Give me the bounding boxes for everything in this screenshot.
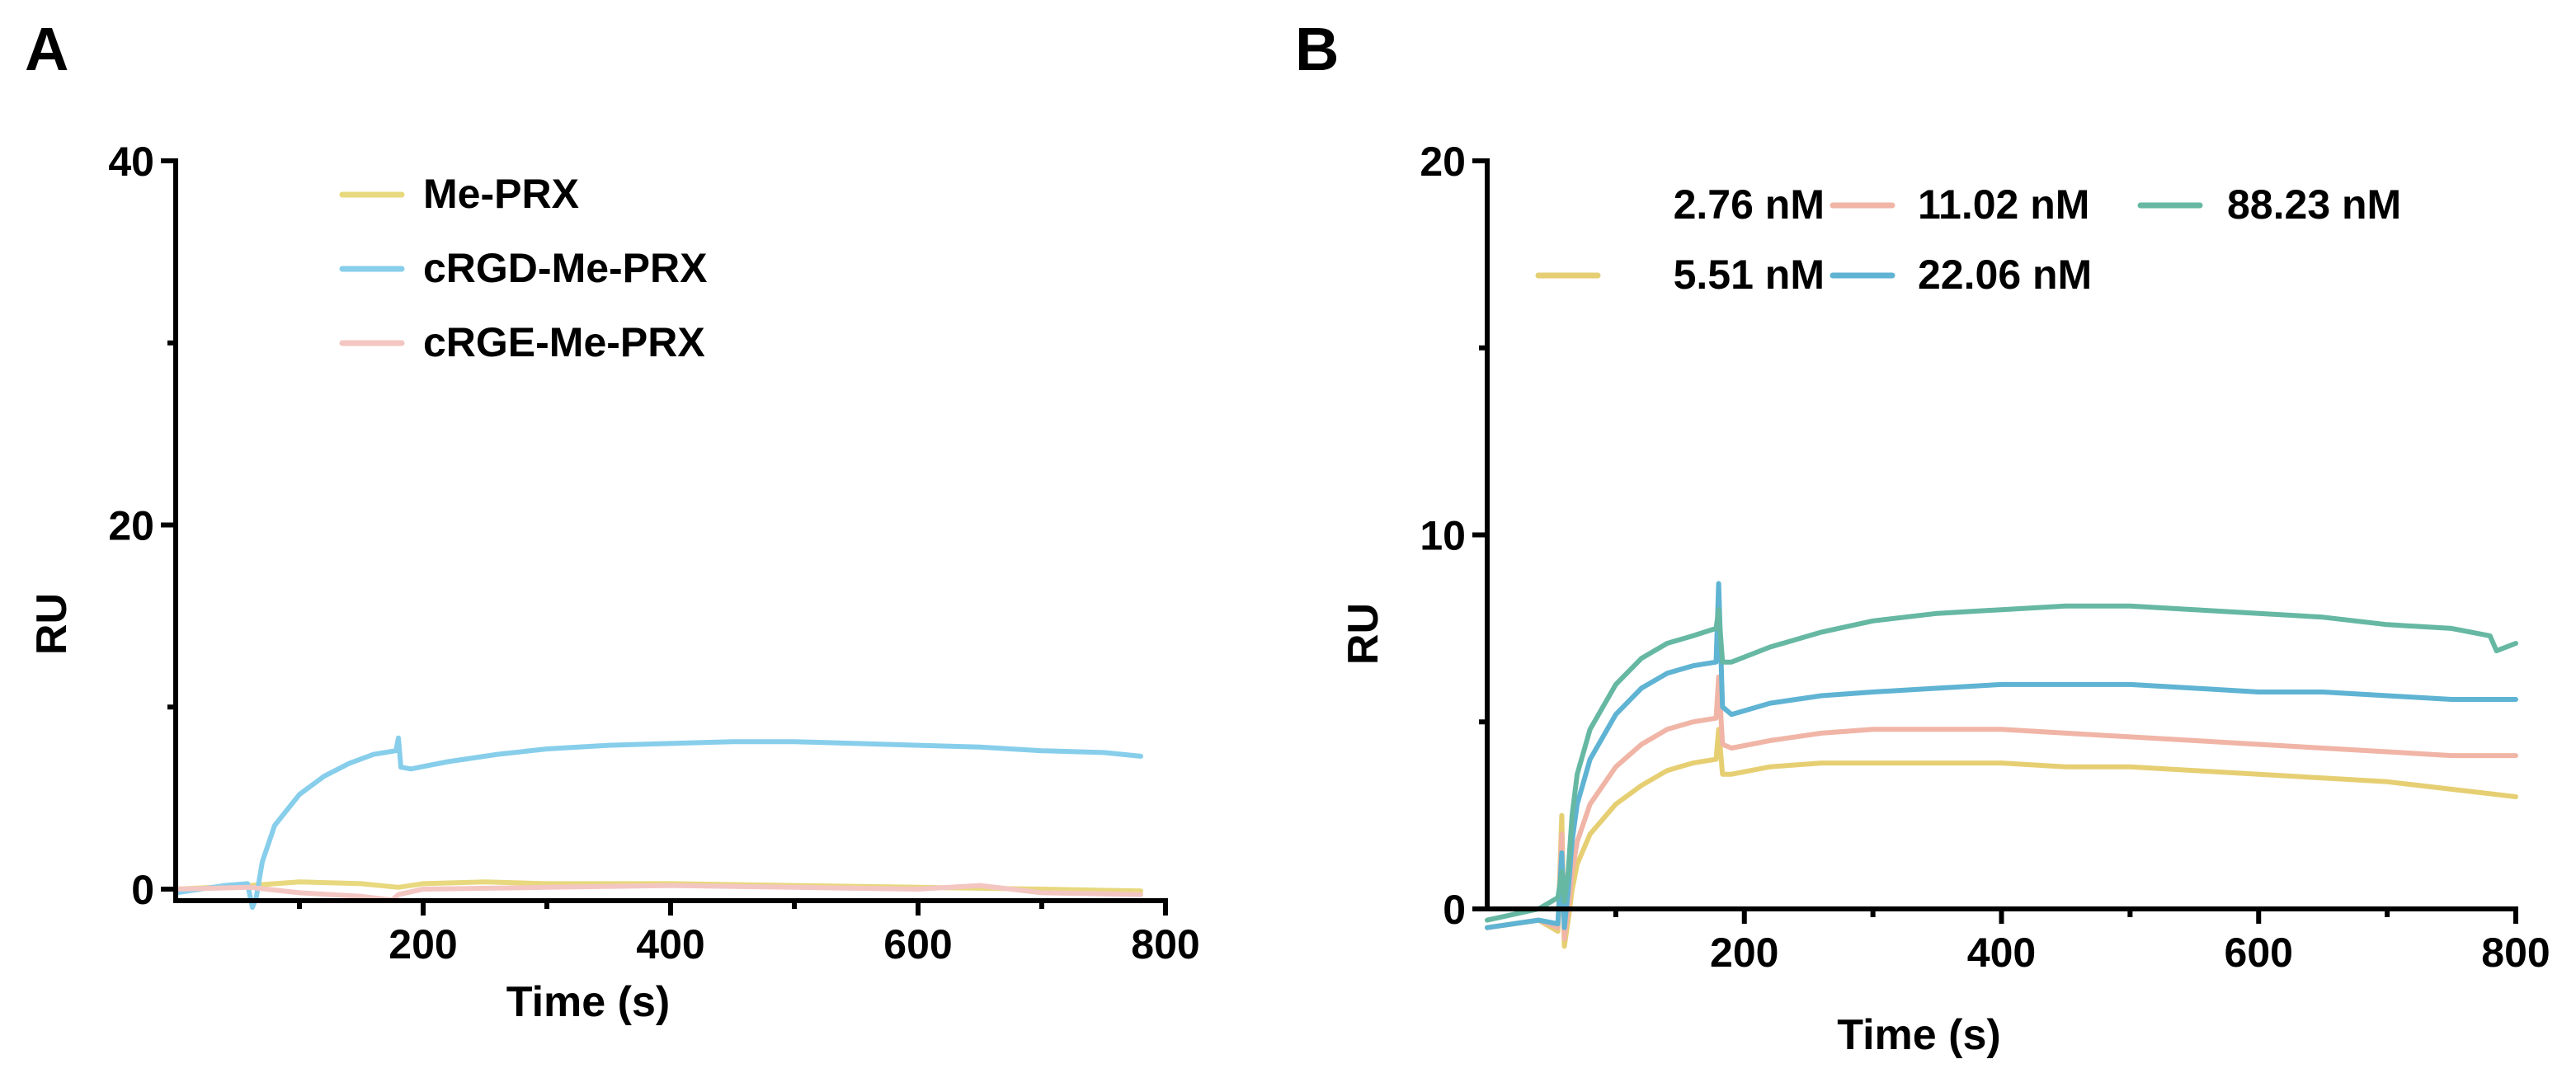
panel-b-legend-label-22-06-nm: 22.06 nM	[1918, 252, 2092, 298]
panel-b-x-label: Time (s)	[1837, 1011, 2000, 1059]
panel-a-legend-label-crge-me-prx: cRGE-Me-PRX	[423, 319, 705, 365]
panel-b-label: B	[1295, 15, 1339, 83]
panel-a-series-crge-me-prx	[173, 883, 1143, 903]
panel-b-legend-label-2-76-nm: 2.76 nM	[1674, 181, 1825, 228]
panel-b-series-88-23-nm	[1485, 603, 2518, 923]
panel-a-series-crgd-me-prx	[173, 735, 1143, 911]
panel-a-legend-label-crgd-me-prx: cRGD-Me-PRX	[423, 245, 707, 291]
panel-b-series-11-02-nm	[1485, 674, 2518, 942]
panel-b-legend-label-5-51-nm: 5.51 nM	[1674, 252, 1825, 298]
panel-a-y-tick-label: 40	[108, 139, 154, 185]
panel-b-ticks: 200 400 600 800 0 10 20	[1420, 139, 2550, 976]
panel-b-legend: 2.76 nM 5.51 nM 11.02 nM 22.06 nM 88.23 nM	[1535, 181, 2401, 298]
panel-a-x-tick-label: 400	[636, 921, 704, 967]
panel-a-x-tick-label: 800	[1131, 921, 1199, 967]
panel-b-x-tick-label: 800	[2481, 930, 2550, 976]
panel-a-series	[173, 735, 1143, 911]
panel-a-x-label: Time (s)	[506, 978, 670, 1026]
panel-b-x-tick-label: 600	[2225, 930, 2293, 976]
panel-b-y-tick-label: 0	[1443, 887, 1466, 933]
panel-a-y-tick-label: 20	[108, 503, 154, 549]
panel-b-x-tick-label: 200	[1710, 930, 1778, 976]
panel-b-legend-label-11-02-nm: 11.02 nM	[1918, 181, 2089, 228]
panel-b-legend-label-88-23-nm: 88.23 nM	[2227, 181, 2401, 228]
panel-a-x-tick-label: 600	[883, 921, 952, 967]
panel-b-series-22-06-nm	[1485, 581, 2518, 930]
panel-a: A 200 400 600 800 0 20 40 Time (s) RU Me-PRX cR…	[25, 15, 1200, 1026]
panel-a-y-label: RU	[28, 593, 76, 655]
panel-b-x-tick-label: 400	[1967, 930, 2036, 976]
panel-a-legend-label-me-prx: Me-PRX	[423, 171, 579, 217]
panel-b-series	[1485, 581, 2518, 949]
panel-a-x-tick-label: 200	[389, 921, 457, 967]
panel-a-label: A	[25, 15, 68, 83]
panel-b-y-tick-label: 10	[1420, 513, 1466, 559]
panel-a-y-tick-label: 0	[131, 867, 154, 913]
panel-a-legend: Me-PRX cRGD-Me-PRX cRGE-Me-PRX	[339, 171, 707, 365]
panel-b: B 200 400 600 800 0 10 20 Time (s) RU 2.76 nM 5…	[1295, 15, 2550, 1059]
panel-a-ticks: 200 400 600 800 0 20 40	[108, 139, 1199, 967]
panel-b-y-tick-label: 20	[1420, 139, 1466, 185]
panel-b-y-label: RU	[1340, 603, 1387, 665]
